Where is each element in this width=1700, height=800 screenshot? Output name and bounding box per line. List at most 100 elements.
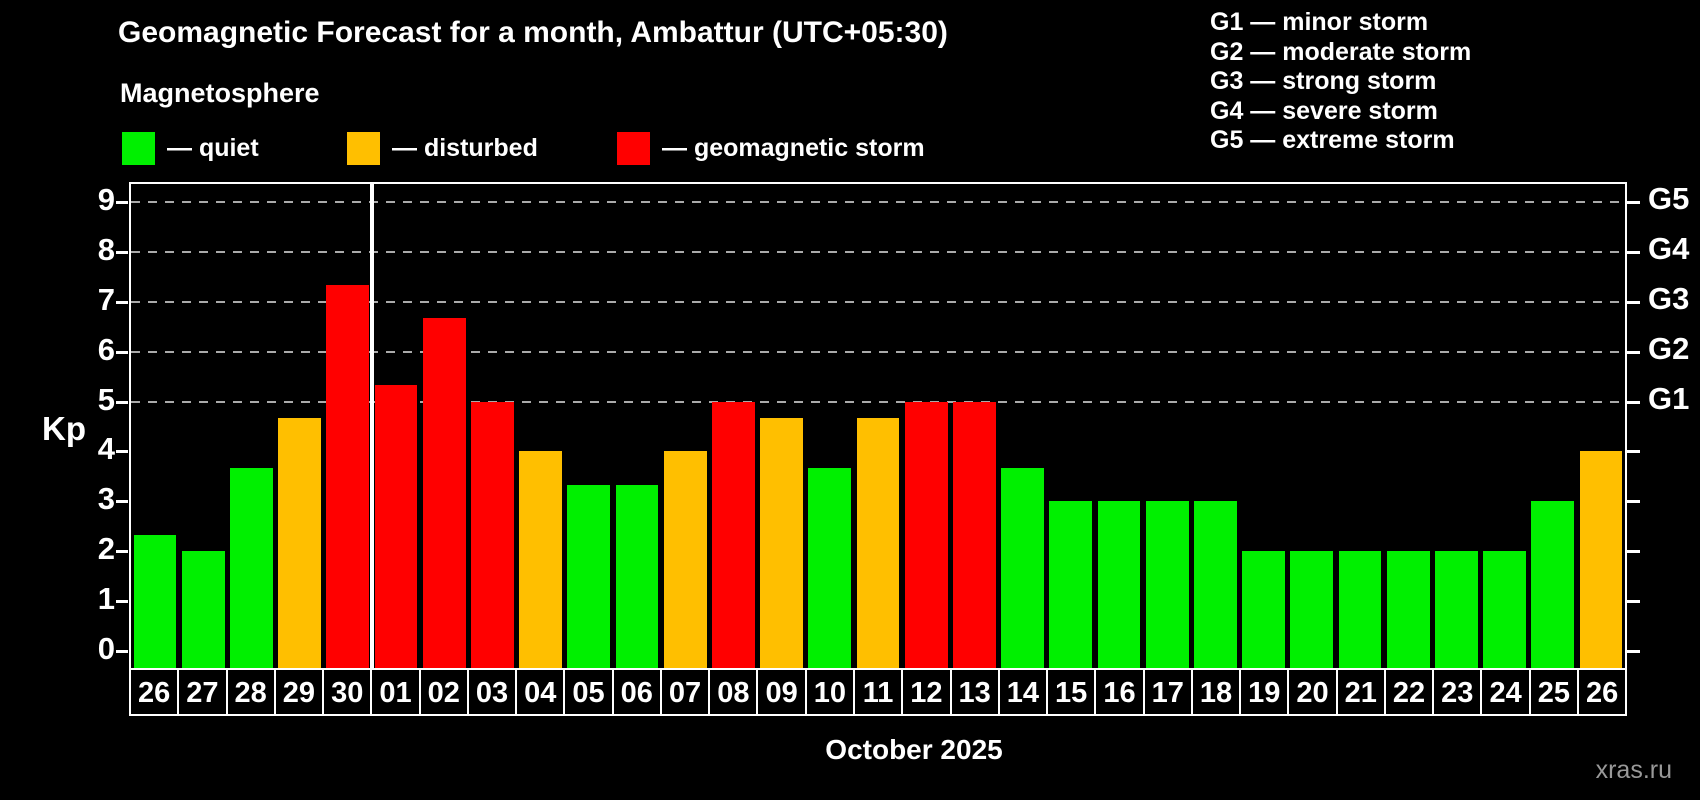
right-tick-mark-9 xyxy=(1627,200,1640,204)
right-tick-mark-3 xyxy=(1627,500,1640,504)
legend-swatch-disturbed xyxy=(347,132,380,165)
right-axis-label-G5: G5 xyxy=(1648,180,1690,216)
day-cell-3: 29 xyxy=(273,668,325,716)
bar-day-05 xyxy=(567,484,611,668)
chart-title: Geomagnetic Forecast for a month, Ambatt… xyxy=(118,16,948,49)
y-axis-title: Kp xyxy=(42,410,86,447)
y-tick-mark-2 xyxy=(116,550,128,554)
bar-day-14 xyxy=(1001,467,1044,668)
bar-day-25 xyxy=(1531,501,1575,668)
y-tick-label-8: 8 xyxy=(97,231,115,267)
legend-item-quiet: — quiet xyxy=(122,132,259,165)
bar-day-17 xyxy=(1145,501,1189,668)
day-cell-4: 30 xyxy=(322,668,373,716)
bar-day-02 xyxy=(422,318,466,668)
kp-status-legend: — quiet — disturbed — geomagnetic storm xyxy=(0,132,1000,168)
y-tick-label-0: 0 xyxy=(97,631,115,666)
bar-day-29 xyxy=(278,417,322,668)
bar-day-08 xyxy=(712,401,755,668)
bar-day-01 xyxy=(374,385,418,668)
plot-area xyxy=(129,182,1627,668)
storm-scale-line-1: G1 — minor storm xyxy=(1210,8,1429,36)
day-cell-15: 11 xyxy=(852,668,904,716)
bar-day-16 xyxy=(1097,501,1141,668)
y-tick-mark-4 xyxy=(116,450,128,454)
gridline-kp-6 xyxy=(131,350,1625,353)
day-cell-14: 10 xyxy=(804,668,855,716)
day-cell-19: 15 xyxy=(1046,668,1097,716)
day-cell-16: 12 xyxy=(901,668,952,716)
bar-day-24 xyxy=(1483,551,1526,668)
day-cell-22: 18 xyxy=(1190,668,1242,716)
right-tick-mark-7 xyxy=(1627,300,1640,304)
gridline-kp-9 xyxy=(131,200,1625,203)
legend-label-quiet: — quiet xyxy=(167,134,259,162)
day-cell-21: 17 xyxy=(1142,668,1193,716)
bar-day-10 xyxy=(808,467,852,668)
storm-scale-line-2: G2 — moderate storm xyxy=(1210,37,1472,66)
bar-day-12 xyxy=(904,401,948,668)
day-cell-11: 07 xyxy=(659,668,711,716)
day-cell-13: 09 xyxy=(756,668,807,716)
legend-item-storm: — geomagnetic storm xyxy=(617,132,925,165)
legend-swatch-storm xyxy=(617,132,650,165)
y-tick-mark-6 xyxy=(116,350,128,354)
day-cell-8: 04 xyxy=(515,668,566,716)
y-tick-label-6: 6 xyxy=(97,331,115,367)
day-cell-25: 21 xyxy=(1335,668,1386,716)
day-cell-0: 26 xyxy=(129,668,180,716)
day-cell-26: 22 xyxy=(1383,668,1435,716)
watermark: xras.ru xyxy=(1595,756,1672,784)
bar-day-18 xyxy=(1193,501,1237,668)
y-tick-mark-0 xyxy=(116,650,128,653)
day-cell-1: 27 xyxy=(177,668,228,716)
bar-day-26 xyxy=(1579,451,1623,668)
legend-label-storm: — geomagnetic storm xyxy=(662,134,925,162)
bar-day-07 xyxy=(663,451,707,668)
bar-day-03 xyxy=(471,401,514,668)
storm-scale-legend: G1 — minor storm G2 — moderate storm G3 — … xyxy=(1210,8,1471,156)
right-axis-label-G4: G4 xyxy=(1648,230,1690,266)
y-tick-label-9: 9 xyxy=(97,181,115,217)
day-cell-10: 06 xyxy=(611,668,662,716)
gridline-kp-7 xyxy=(131,300,1625,303)
y-tick-label-3: 3 xyxy=(97,481,115,517)
day-cell-17: 13 xyxy=(949,668,1000,716)
right-tick-mark-8 xyxy=(1627,250,1640,254)
day-cell-7: 03 xyxy=(466,668,518,716)
right-axis-label-G1: G1 xyxy=(1648,380,1690,416)
right-tick-mark-0 xyxy=(1627,650,1640,653)
legend-label-disturbed: — disturbed xyxy=(392,134,538,162)
day-cell-23: 19 xyxy=(1239,668,1290,716)
chart-subtitle: Magnetosphere xyxy=(120,78,320,108)
bar-day-28 xyxy=(230,467,273,668)
bar-day-09 xyxy=(760,417,803,668)
y-tick-mark-7 xyxy=(116,300,128,304)
gridline-kp-8 xyxy=(131,250,1625,253)
right-tick-mark-4 xyxy=(1627,450,1640,454)
day-cell-28: 24 xyxy=(1480,668,1531,716)
right-tick-mark-6 xyxy=(1627,350,1640,354)
day-cell-6: 02 xyxy=(418,668,469,716)
day-cell-30: 26 xyxy=(1576,668,1628,716)
day-cell-29: 25 xyxy=(1528,668,1579,716)
bar-day-23 xyxy=(1434,551,1478,668)
bar-day-27 xyxy=(181,551,225,668)
y-tick-label-2: 2 xyxy=(97,531,115,567)
bar-day-22 xyxy=(1386,551,1430,668)
day-cell-24: 20 xyxy=(1287,668,1338,716)
day-cell-9: 05 xyxy=(563,668,614,716)
x-axis-day-labels: 26 27 28 29 30 01 02 03 04 05 06 07 08 09 10 11 12 13 14 15… xyxy=(129,668,1628,716)
bar-day-06 xyxy=(615,484,659,668)
y-tick-label-4: 4 xyxy=(97,431,115,467)
storm-scale-line-3: G3 — strong storm xyxy=(1210,67,1437,95)
legend-swatch-quiet xyxy=(122,132,155,165)
day-cell-2: 28 xyxy=(225,668,276,716)
bar-day-21 xyxy=(1338,551,1382,668)
y-tick-mark-8 xyxy=(116,250,128,254)
bar-day-19 xyxy=(1242,551,1285,668)
legend-item-disturbed: — disturbed xyxy=(347,132,538,165)
right-tick-mark-5 xyxy=(1627,400,1640,404)
y-tick-label-1: 1 xyxy=(97,581,115,617)
bar-day-26 xyxy=(133,534,177,668)
